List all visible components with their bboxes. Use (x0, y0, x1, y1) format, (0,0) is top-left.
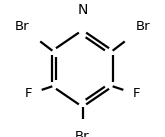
Text: Br: Br (15, 20, 29, 33)
Text: N: N (77, 3, 88, 17)
Text: Br: Br (136, 20, 150, 33)
Text: F: F (24, 87, 32, 100)
Text: Br: Br (75, 130, 90, 137)
Text: F: F (133, 87, 141, 100)
